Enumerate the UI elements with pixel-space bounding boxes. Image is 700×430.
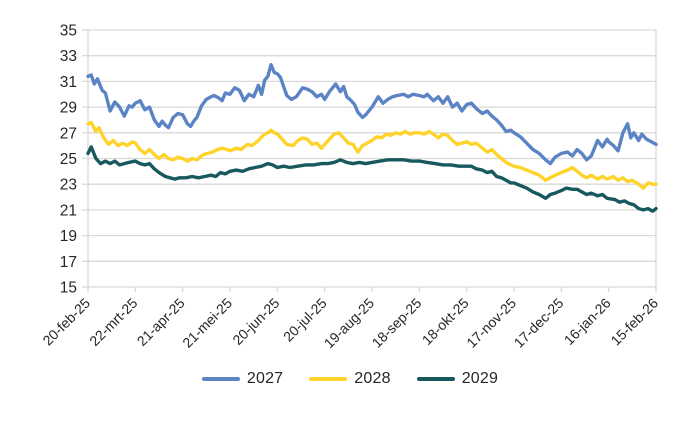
y-tick-label: 29 (60, 100, 77, 117)
y-tick-label: 25 (60, 151, 77, 168)
legend-item-2027: 2027 (201, 370, 284, 388)
y-tick-label: 19 (60, 228, 77, 245)
y-tick-label: 33 (60, 48, 77, 65)
legend-item-2029: 2029 (416, 370, 499, 388)
x-tick-label: 20-jun-25 (229, 295, 282, 348)
y-tick-label: 31 (60, 74, 77, 91)
x-tick-label: 17-nov-25 (463, 295, 519, 351)
y-tick-label: 17 (60, 254, 77, 271)
x-tick-label: 19-aug-25 (321, 295, 378, 352)
series-line-2027 (86, 62, 658, 166)
series-line-2028 (86, 120, 658, 190)
x-tick-label: 16-jan-26 (561, 295, 614, 348)
x-tick-label: 17-dec-25 (511, 295, 567, 351)
legend-label-2029: 2029 (461, 370, 499, 387)
legend-swatch-2029 (416, 377, 455, 381)
y-tick-label: 35 (60, 23, 77, 40)
legend-label-2028: 2028 (354, 370, 391, 387)
y-tick-label: 21 (60, 202, 77, 219)
x-tick-label: 20-feb-25 (39, 295, 93, 349)
legend-swatch-2028 (309, 377, 348, 381)
legend-label-2027: 2027 (246, 370, 284, 387)
legend-item-2028: 2028 (309, 370, 391, 388)
y-tick-label: 23 (60, 177, 77, 194)
legend-swatch-2027 (201, 377, 240, 381)
y-tick-label: 27 (60, 125, 77, 142)
x-tick-label: 22-mrt-25 (86, 295, 140, 349)
series-line-2029 (86, 145, 658, 213)
x-tick-label: 18-sep-25 (369, 295, 425, 351)
legend: 2027 2028 2029 (0, 370, 700, 388)
x-tick-label: 15-feb-26 (607, 295, 661, 349)
y-tick-label: 15 (60, 280, 77, 297)
x-tick-label: 21-mei-25 (179, 295, 235, 351)
